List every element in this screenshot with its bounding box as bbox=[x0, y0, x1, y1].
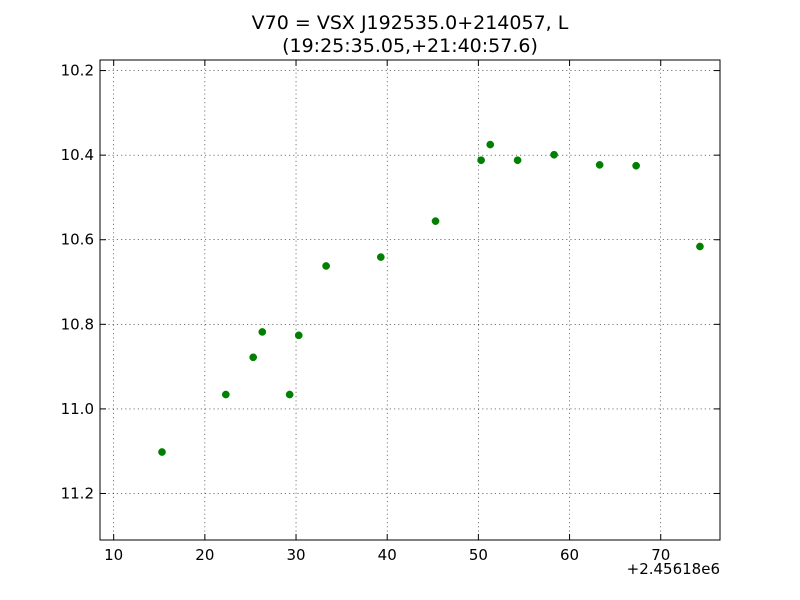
data-point bbox=[595, 161, 604, 169]
data-point bbox=[258, 328, 267, 336]
y-tick-label: 10.2 bbox=[61, 62, 94, 80]
y-tick-label: 11.0 bbox=[61, 400, 94, 418]
data-point bbox=[285, 390, 294, 399]
data-point bbox=[513, 156, 522, 165]
y-tick-label: 10.8 bbox=[61, 315, 94, 333]
x-tick-label: 60 bbox=[560, 546, 579, 564]
data-points bbox=[158, 140, 704, 456]
data-point bbox=[477, 156, 485, 165]
y-tick-label: 11.2 bbox=[61, 484, 94, 502]
axis-ticks bbox=[100, 60, 720, 540]
y-tick-label: 10.6 bbox=[61, 231, 94, 249]
data-point bbox=[376, 253, 385, 261]
x-tick-label: 20 bbox=[195, 546, 214, 564]
data-point bbox=[294, 331, 303, 340]
x-tick-label: 70 bbox=[651, 546, 670, 564]
x-tick-label: 10 bbox=[104, 546, 123, 564]
data-point bbox=[550, 150, 558, 159]
y-axis-tick-labels: 10.2 10.4 10.6 10.8 11.0 11.2 bbox=[61, 62, 94, 503]
x-tick-label: 50 bbox=[469, 546, 488, 564]
x-axis-tick-labels: 10 20 30 40 50 60 70 bbox=[104, 546, 670, 564]
data-point bbox=[632, 161, 640, 170]
data-point bbox=[486, 140, 495, 149]
data-point bbox=[696, 242, 704, 251]
grid bbox=[100, 60, 720, 540]
data-point bbox=[158, 448, 166, 456]
data-point bbox=[221, 390, 230, 399]
chart-title: V70 = VSX J192535.0+214057, L bbox=[252, 12, 569, 34]
x-axis-offset-label: +2.45618e6 bbox=[627, 560, 720, 578]
data-point bbox=[249, 353, 258, 362]
plot-frame bbox=[99, 59, 721, 541]
data-point bbox=[322, 262, 330, 270]
x-tick-label: 30 bbox=[286, 546, 305, 564]
data-point bbox=[431, 217, 440, 225]
x-tick-label: 40 bbox=[378, 546, 397, 564]
chart-subtitle: (19:25:35.05,+21:40:57.6) bbox=[282, 35, 538, 57]
y-tick-label: 10.4 bbox=[61, 146, 94, 164]
